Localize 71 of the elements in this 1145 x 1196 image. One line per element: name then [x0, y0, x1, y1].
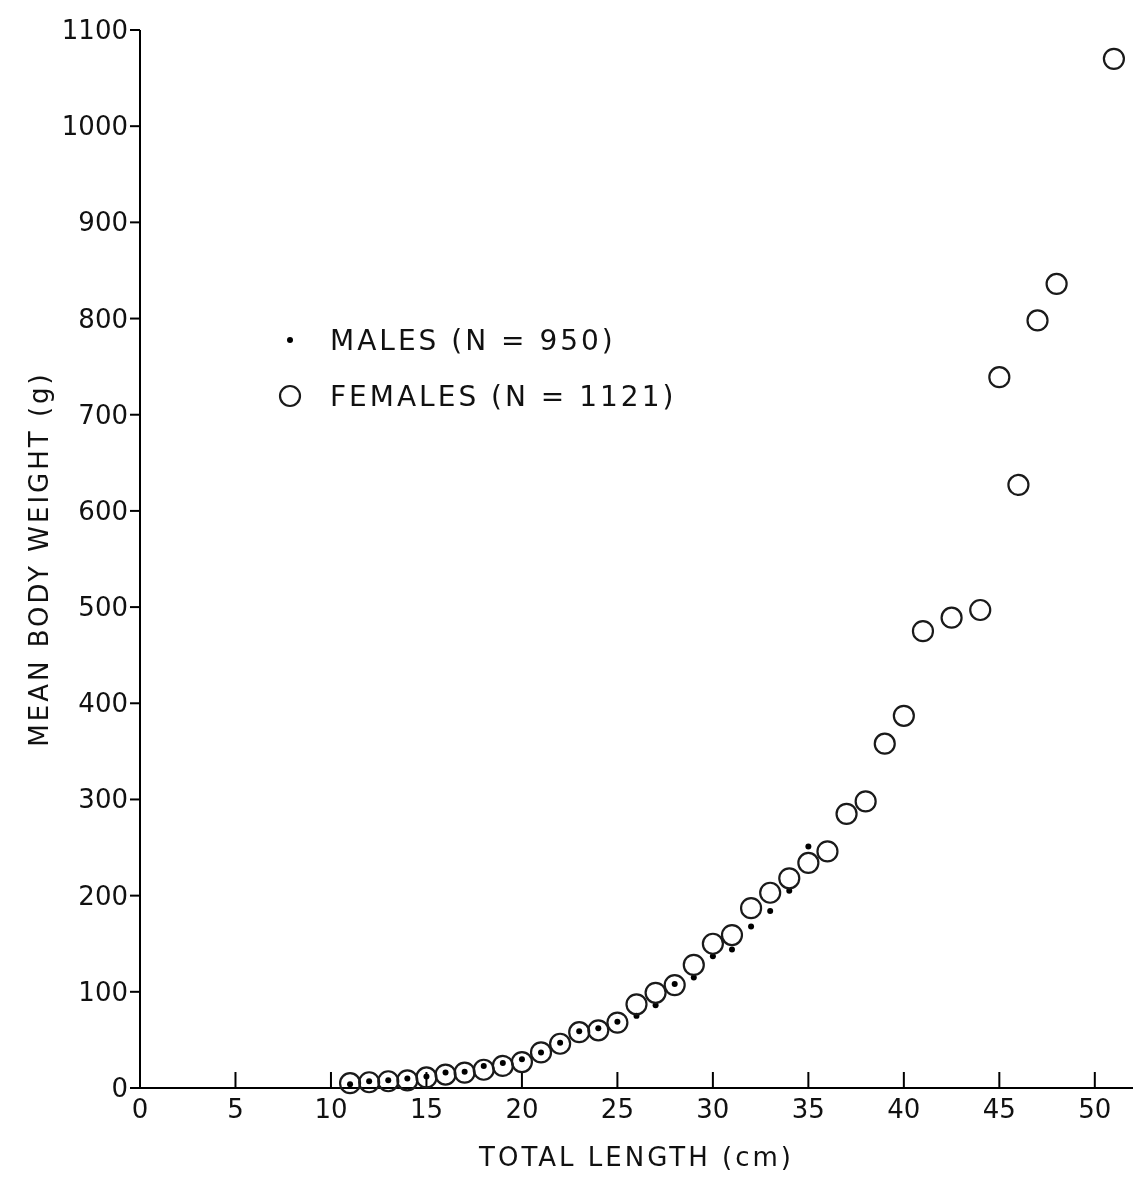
point [491, 1054, 514, 1077]
point [969, 598, 992, 622]
point [873, 732, 896, 755]
x-tick-label: 20 [505, 1094, 539, 1124]
point [644, 981, 667, 1004]
point [767, 908, 774, 915]
point [663, 973, 686, 997]
point [739, 897, 763, 920]
point [748, 923, 755, 930]
point [911, 620, 935, 643]
y-tick-label: 900 [78, 207, 128, 238]
point [549, 1032, 572, 1055]
point [377, 1070, 400, 1093]
x-tick-label: 30 [696, 1094, 730, 1124]
point [682, 953, 705, 976]
legend-label: MALES (N = 950) [330, 324, 616, 357]
point [358, 1071, 381, 1094]
point [778, 867, 801, 890]
point [1026, 309, 1049, 332]
y-tick-label: 0 [111, 1073, 128, 1103]
x-tick-label: 0 [131, 1094, 149, 1124]
point [940, 606, 963, 629]
point [338, 1072, 362, 1095]
x-tick-label: 15 [409, 1094, 443, 1124]
x-tick-label: 40 [887, 1094, 921, 1124]
point [805, 843, 812, 850]
x-axis-title: TOTAL LENGTH (cm) [478, 1142, 794, 1172]
point [786, 887, 793, 894]
point [728, 946, 735, 953]
point [453, 1061, 476, 1084]
point [480, 1062, 487, 1069]
point [568, 1021, 591, 1044]
x-tick-label: 35 [791, 1094, 825, 1124]
point [701, 932, 724, 955]
y-tick-label: 200 [78, 880, 128, 911]
y-tick-label: 1000 [61, 111, 128, 142]
point [510, 1050, 534, 1074]
legend-label: FEMALES (N = 1121) [330, 380, 677, 413]
x-tick-label: 5 [227, 1094, 244, 1124]
point [759, 881, 782, 904]
x-tick-label: 10 [314, 1094, 348, 1124]
point [720, 923, 744, 947]
point [835, 802, 858, 825]
x-tick-label: 45 [982, 1094, 1016, 1124]
point [396, 1069, 419, 1092]
point [606, 1011, 629, 1034]
point [797, 851, 820, 875]
y-tick-label: 100 [78, 976, 128, 1007]
point [1102, 47, 1125, 70]
y-tick-label: 300 [78, 784, 128, 815]
y-tick-label: 500 [78, 592, 128, 623]
point [1045, 272, 1068, 296]
point [415, 1066, 438, 1089]
point [854, 790, 877, 813]
point [816, 840, 839, 863]
point [892, 704, 915, 727]
point [625, 993, 648, 1016]
point [988, 366, 1011, 389]
point [434, 1063, 457, 1086]
point [529, 1041, 553, 1064]
point [1007, 473, 1030, 497]
point [587, 1019, 610, 1042]
y-tick-label: 400 [78, 688, 128, 719]
y-axis-title: MEAN BODY WEIGHT (g) [24, 371, 54, 747]
point [472, 1058, 495, 1081]
y-tick-label: 1100 [61, 15, 128, 45]
y-tick-label: 700 [78, 399, 128, 430]
x-tick-label: 50 [1078, 1094, 1112, 1124]
y-tick-label: 800 [78, 303, 128, 334]
y-tick-label: 600 [78, 495, 128, 526]
x-tick-label: 25 [600, 1094, 634, 1124]
